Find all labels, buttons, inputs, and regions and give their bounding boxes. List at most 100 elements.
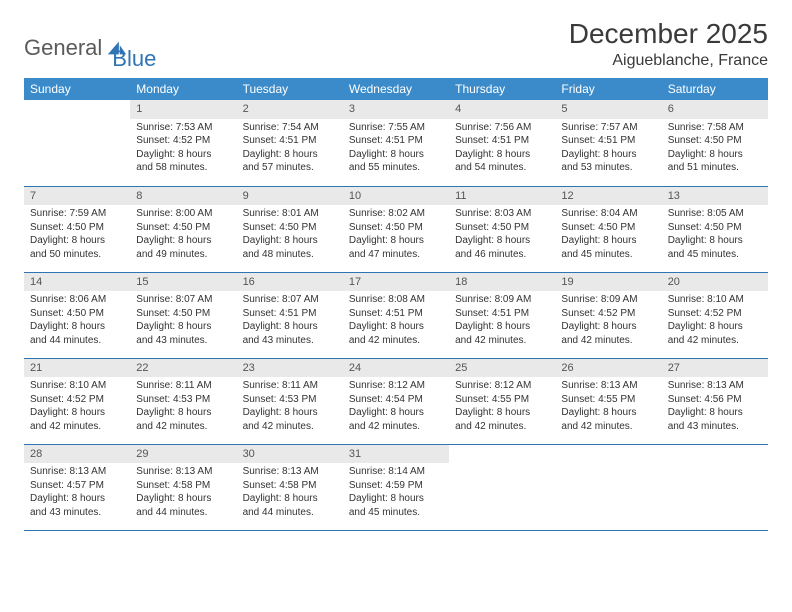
weekday-header: Friday — [555, 78, 661, 100]
calendar-day-cell: 24Sunrise: 8:12 AMSunset: 4:54 PMDayligh… — [343, 358, 449, 444]
calendar-day-cell: 30Sunrise: 8:13 AMSunset: 4:58 PMDayligh… — [237, 444, 343, 530]
calendar-day-cell: 4Sunrise: 7:56 AMSunset: 4:51 PMDaylight… — [449, 100, 555, 186]
weekday-header: Sunday — [24, 78, 130, 100]
day-daylight: Daylight: 8 hours and 42 minutes. — [561, 320, 655, 347]
day-number: 17 — [343, 273, 449, 292]
calendar-day-cell: 16Sunrise: 8:07 AMSunset: 4:51 PMDayligh… — [237, 272, 343, 358]
calendar-day-cell: 14Sunrise: 8:06 AMSunset: 4:50 PMDayligh… — [24, 272, 130, 358]
day-body: Sunrise: 7:54 AMSunset: 4:51 PMDaylight:… — [237, 119, 343, 179]
calendar-day-cell: 22Sunrise: 8:11 AMSunset: 4:53 PMDayligh… — [130, 358, 236, 444]
day-sunset: Sunset: 4:54 PM — [349, 393, 443, 407]
logo: General Blue — [24, 24, 156, 72]
calendar-day-cell: 15Sunrise: 8:07 AMSunset: 4:50 PMDayligh… — [130, 272, 236, 358]
day-daylight: Daylight: 8 hours and 47 minutes. — [349, 234, 443, 261]
day-daylight: Daylight: 8 hours and 44 minutes. — [136, 492, 230, 519]
day-sunset: Sunset: 4:53 PM — [243, 393, 337, 407]
day-body: Sunrise: 8:13 AMSunset: 4:55 PMDaylight:… — [555, 377, 661, 437]
day-number — [449, 445, 555, 464]
month-title: December 2025 — [569, 18, 768, 50]
day-number: 26 — [555, 359, 661, 378]
day-body: Sunrise: 8:02 AMSunset: 4:50 PMDaylight:… — [343, 205, 449, 265]
calendar-day-cell: 5Sunrise: 7:57 AMSunset: 4:51 PMDaylight… — [555, 100, 661, 186]
logo-text-blue: Blue — [112, 46, 156, 72]
day-daylight: Daylight: 8 hours and 53 minutes. — [561, 148, 655, 175]
calendar-day-cell: 6Sunrise: 7:58 AMSunset: 4:50 PMDaylight… — [662, 100, 768, 186]
day-number: 30 — [237, 445, 343, 464]
day-body: Sunrise: 8:13 AMSunset: 4:58 PMDaylight:… — [237, 463, 343, 523]
calendar-day-cell: 29Sunrise: 8:13 AMSunset: 4:58 PMDayligh… — [130, 444, 236, 530]
day-number: 24 — [343, 359, 449, 378]
day-body: Sunrise: 8:10 AMSunset: 4:52 PMDaylight:… — [662, 291, 768, 351]
day-daylight: Daylight: 8 hours and 42 minutes. — [30, 406, 124, 433]
day-sunrise: Sunrise: 8:09 AM — [561, 293, 655, 307]
day-sunset: Sunset: 4:52 PM — [136, 134, 230, 148]
day-number: 12 — [555, 187, 661, 206]
calendar-day-cell — [449, 444, 555, 530]
day-sunrise: Sunrise: 7:57 AM — [561, 121, 655, 135]
day-sunrise: Sunrise: 8:12 AM — [455, 379, 549, 393]
calendar-day-cell: 7Sunrise: 7:59 AMSunset: 4:50 PMDaylight… — [24, 186, 130, 272]
day-daylight: Daylight: 8 hours and 45 minutes. — [561, 234, 655, 261]
day-daylight: Daylight: 8 hours and 42 minutes. — [455, 320, 549, 347]
day-sunset: Sunset: 4:51 PM — [455, 307, 549, 321]
day-daylight: Daylight: 8 hours and 44 minutes. — [30, 320, 124, 347]
day-sunrise: Sunrise: 8:00 AM — [136, 207, 230, 221]
day-daylight: Daylight: 8 hours and 45 minutes. — [668, 234, 762, 261]
calendar-table: Sunday Monday Tuesday Wednesday Thursday… — [24, 78, 768, 531]
day-sunset: Sunset: 4:55 PM — [561, 393, 655, 407]
day-body: Sunrise: 8:13 AMSunset: 4:56 PMDaylight:… — [662, 377, 768, 437]
calendar-day-cell — [555, 444, 661, 530]
day-body: Sunrise: 8:10 AMSunset: 4:52 PMDaylight:… — [24, 377, 130, 437]
location: Aigueblanche, France — [569, 52, 768, 70]
day-sunrise: Sunrise: 8:13 AM — [668, 379, 762, 393]
day-sunset: Sunset: 4:51 PM — [349, 307, 443, 321]
day-number — [662, 445, 768, 464]
header: General Blue December 2025 Aigueblanche,… — [24, 18, 768, 72]
calendar-day-cell: 28Sunrise: 8:13 AMSunset: 4:57 PMDayligh… — [24, 444, 130, 530]
day-body — [555, 463, 661, 469]
day-number: 22 — [130, 359, 236, 378]
day-sunset: Sunset: 4:51 PM — [243, 307, 337, 321]
day-sunrise: Sunrise: 7:59 AM — [30, 207, 124, 221]
calendar-day-cell: 19Sunrise: 8:09 AMSunset: 4:52 PMDayligh… — [555, 272, 661, 358]
day-body: Sunrise: 8:03 AMSunset: 4:50 PMDaylight:… — [449, 205, 555, 265]
day-number: 7 — [24, 187, 130, 206]
weekday-header-row: Sunday Monday Tuesday Wednesday Thursday… — [24, 78, 768, 100]
day-number: 25 — [449, 359, 555, 378]
calendar-day-cell: 3Sunrise: 7:55 AMSunset: 4:51 PMDaylight… — [343, 100, 449, 186]
day-number: 29 — [130, 445, 236, 464]
calendar-day-cell: 21Sunrise: 8:10 AMSunset: 4:52 PMDayligh… — [24, 358, 130, 444]
calendar-day-cell: 1Sunrise: 7:53 AMSunset: 4:52 PMDaylight… — [130, 100, 236, 186]
day-daylight: Daylight: 8 hours and 44 minutes. — [243, 492, 337, 519]
day-sunset: Sunset: 4:50 PM — [455, 221, 549, 235]
day-sunset: Sunset: 4:50 PM — [136, 221, 230, 235]
day-body: Sunrise: 7:57 AMSunset: 4:51 PMDaylight:… — [555, 119, 661, 179]
day-sunset: Sunset: 4:52 PM — [30, 393, 124, 407]
day-sunrise: Sunrise: 8:06 AM — [30, 293, 124, 307]
day-sunrise: Sunrise: 8:10 AM — [668, 293, 762, 307]
day-body: Sunrise: 8:00 AMSunset: 4:50 PMDaylight:… — [130, 205, 236, 265]
day-sunset: Sunset: 4:51 PM — [243, 134, 337, 148]
day-sunrise: Sunrise: 8:02 AM — [349, 207, 443, 221]
day-sunrise: Sunrise: 8:12 AM — [349, 379, 443, 393]
day-sunset: Sunset: 4:51 PM — [561, 134, 655, 148]
day-sunrise: Sunrise: 8:08 AM — [349, 293, 443, 307]
day-sunrise: Sunrise: 8:01 AM — [243, 207, 337, 221]
day-body: Sunrise: 8:08 AMSunset: 4:51 PMDaylight:… — [343, 291, 449, 351]
day-body: Sunrise: 7:59 AMSunset: 4:50 PMDaylight:… — [24, 205, 130, 265]
day-number: 6 — [662, 100, 768, 119]
day-sunrise: Sunrise: 8:10 AM — [30, 379, 124, 393]
title-block: December 2025 Aigueblanche, France — [569, 18, 768, 70]
day-sunset: Sunset: 4:51 PM — [349, 134, 443, 148]
day-daylight: Daylight: 8 hours and 50 minutes. — [30, 234, 124, 261]
day-daylight: Daylight: 8 hours and 43 minutes. — [668, 406, 762, 433]
day-number: 9 — [237, 187, 343, 206]
day-sunset: Sunset: 4:58 PM — [243, 479, 337, 493]
day-number: 4 — [449, 100, 555, 119]
day-body: Sunrise: 8:14 AMSunset: 4:59 PMDaylight:… — [343, 463, 449, 523]
day-body: Sunrise: 8:12 AMSunset: 4:55 PMDaylight:… — [449, 377, 555, 437]
day-body: Sunrise: 8:11 AMSunset: 4:53 PMDaylight:… — [130, 377, 236, 437]
day-body — [24, 119, 130, 125]
day-body: Sunrise: 8:13 AMSunset: 4:58 PMDaylight:… — [130, 463, 236, 523]
day-daylight: Daylight: 8 hours and 57 minutes. — [243, 148, 337, 175]
